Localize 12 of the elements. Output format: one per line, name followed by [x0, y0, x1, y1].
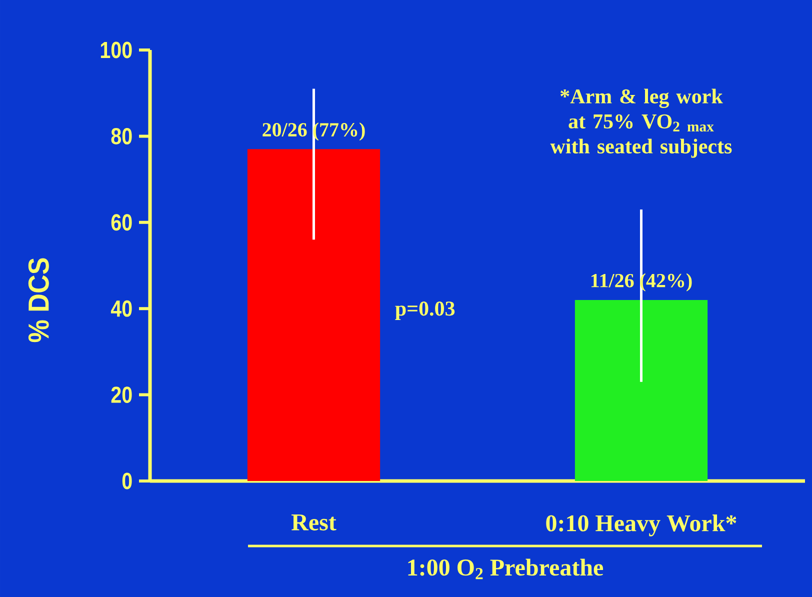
y-tick-label: 0 [122, 472, 132, 490]
y-tick-label: 60 [111, 214, 132, 231]
y-tick-label: 100 [100, 42, 132, 58]
x-tick-label: Rest [292, 514, 336, 530]
x-axis-title: 1:00 O$_{2}$ Prebreathe [408, 558, 604, 580]
y-tick-label: 40 [110, 300, 132, 317]
y-axis-title: % DCS [28, 258, 49, 342]
y-tick-label: 20 [111, 386, 132, 403]
x-tick-label: 0:10 Heavy Work* [546, 514, 736, 536]
annotation: *Arm & leg work at 75% VO$_{2 max}$ with seated subjects [550, 88, 732, 158]
y-tick-label: 80 [111, 128, 132, 144]
annotation: p=0.03 [395, 302, 455, 320]
